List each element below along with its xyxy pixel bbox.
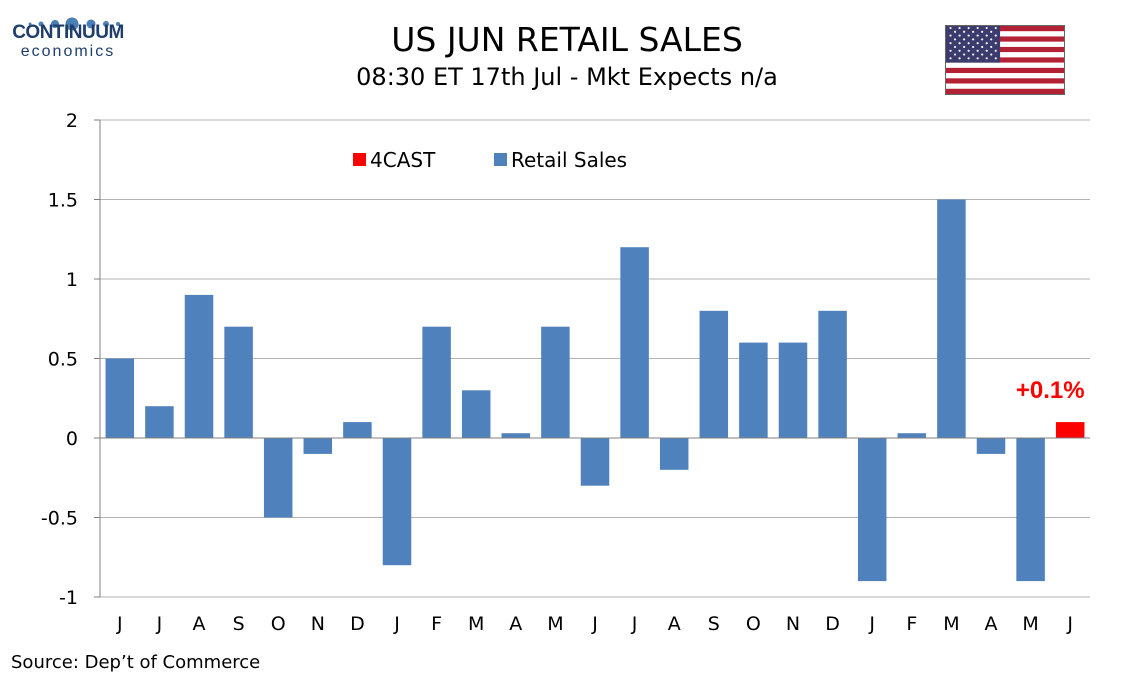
y-tick-label: 1 [66, 269, 78, 291]
y-tick-label: -0.5 [41, 508, 78, 530]
x-tick-label: J [156, 613, 163, 635]
source-note: Source: Dep’t of Commerce [11, 652, 261, 673]
retail-sales-bar [580, 438, 610, 486]
retail-sales-bar [382, 438, 412, 566]
y-tick-label: 0.5 [48, 349, 78, 371]
x-tick-label: M [547, 613, 563, 635]
retail-sales-bar [145, 406, 174, 438]
forecast-bar [1055, 422, 1085, 438]
retail-sales-bar [422, 326, 451, 438]
legend-swatch [494, 153, 507, 166]
legend-label: 4CAST [370, 148, 436, 172]
y-tick-label: 1.5 [48, 190, 78, 212]
retail-sales-bar [541, 326, 570, 438]
x-tick-label: J [591, 613, 598, 635]
x-tick-label: N [786, 613, 800, 635]
retail-sales-bar [818, 310, 847, 438]
y-tick-label: -1 [59, 587, 78, 609]
x-tick-label: A [193, 613, 206, 635]
x-tick-label: S [708, 613, 720, 635]
y-tick-label: 2 [66, 110, 78, 132]
legend: 4CAST Retail Sales [353, 148, 627, 172]
x-tick-label: J [1066, 613, 1073, 635]
x-tick-label: M [943, 613, 959, 635]
logo-dots [28, 17, 120, 31]
x-tick-label: J [868, 613, 875, 635]
retail-sales-bar [699, 310, 729, 438]
retail-sales-bar [857, 438, 887, 582]
chart-subtitle: 08:30 ET 17th Jul - Mkt Expects n/a [356, 63, 778, 91]
x-tick-label: M [1022, 613, 1038, 635]
retail-sales-bar [105, 358, 135, 438]
retail-sales-bar [976, 438, 1006, 454]
x-tick-label: D [350, 613, 365, 635]
x-tick-label: F [906, 613, 917, 635]
us-flag-icon [945, 25, 1065, 95]
retail-sales-bar [303, 438, 333, 454]
retail-sales-bar [224, 326, 253, 438]
x-tick-label: J [393, 613, 400, 635]
logo-subtext: economics [20, 43, 116, 60]
legend-swatch [353, 153, 366, 166]
logo-wordmark: CONTINUUM [12, 22, 124, 43]
retail-sales-bar [620, 247, 649, 438]
x-tick-label: F [431, 613, 442, 635]
y-tick-label: 0 [66, 428, 78, 450]
x-tick-label: M [468, 613, 484, 635]
retail-sales-bar [263, 438, 293, 518]
x-tick-label: A [985, 613, 998, 635]
x-tick-label: O [746, 613, 761, 635]
x-tick-label: J [631, 613, 638, 635]
retail-sales-bar [461, 390, 491, 438]
x-tick-label: A [509, 613, 522, 635]
retail-sales-bar [1016, 438, 1045, 582]
x-tick-label: O [271, 613, 286, 635]
continuum-logo [28, 17, 120, 31]
retail-sales-bar [184, 294, 214, 438]
retail-sales-bar [501, 433, 531, 438]
x-tick-label: N [311, 613, 325, 635]
legend-label: Retail Sales [511, 148, 627, 172]
x-tick-label: D [825, 613, 840, 635]
x-tick-label: J [116, 613, 123, 635]
chart-title: US JUN RETAIL SALES [391, 20, 743, 59]
x-tick-label: S [233, 613, 245, 635]
retail-sales-bar [778, 342, 808, 438]
forecast-annotation: +0.1% [1016, 377, 1085, 404]
retail-sales-bar [343, 422, 372, 438]
retail-sales-bar [739, 342, 768, 438]
retail-sales-bar [897, 433, 927, 438]
x-tick-label: A [668, 613, 681, 635]
retail-sales-bar [937, 199, 966, 438]
retail-sales-bar [659, 438, 689, 470]
